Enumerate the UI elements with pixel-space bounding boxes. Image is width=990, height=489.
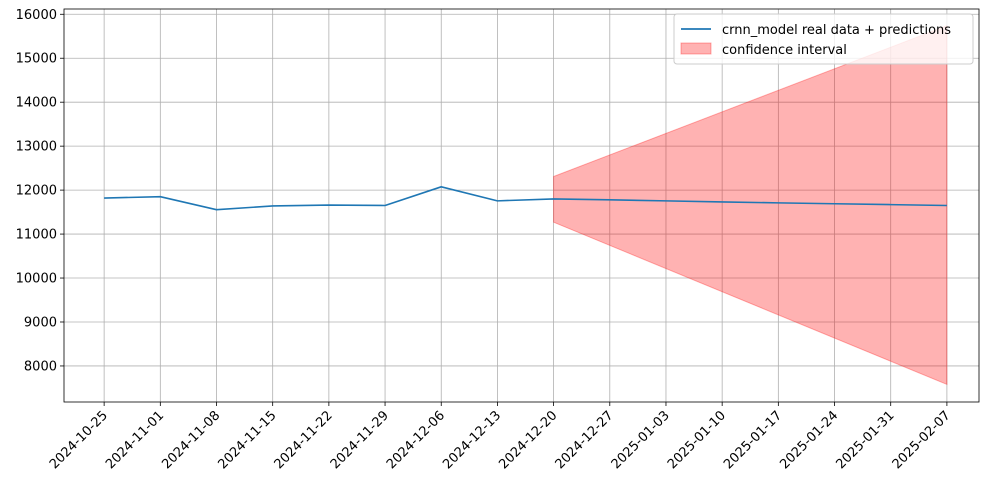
y-tick-label: 12000 — [16, 184, 57, 199]
y-tick-label: 14000 — [16, 96, 57, 111]
grid — [64, 9, 979, 402]
confidence-band-layer — [553, 24, 948, 386]
legend-label-band: confidence interval — [722, 43, 847, 58]
legend-band-swatch — [680, 42, 712, 55]
y-tick-label: 11000 — [16, 228, 57, 243]
y-tick-label: 16000 — [16, 8, 57, 23]
y-tick-label: 13000 — [16, 140, 57, 155]
confidence-band — [553, 24, 948, 386]
y-tick-label: 9000 — [24, 315, 57, 330]
legend: crnn_model real data + predictions confi… — [673, 13, 974, 65]
y-tick-label: 10000 — [16, 272, 57, 287]
y-axis-ticks: 8000 9000 10000 11000 12000 13000 14000 15000 16… — [16, 8, 64, 374]
legend-box — [673, 13, 974, 65]
series-line-layer — [104, 186, 947, 211]
y-tick-label: 8000 — [24, 359, 57, 374]
legend-label-series: crnn_model real data + predictions — [722, 23, 951, 38]
plot-frame — [63, 8, 980, 403]
series-line — [104, 186, 947, 211]
y-tick-label: 15000 — [16, 52, 57, 67]
